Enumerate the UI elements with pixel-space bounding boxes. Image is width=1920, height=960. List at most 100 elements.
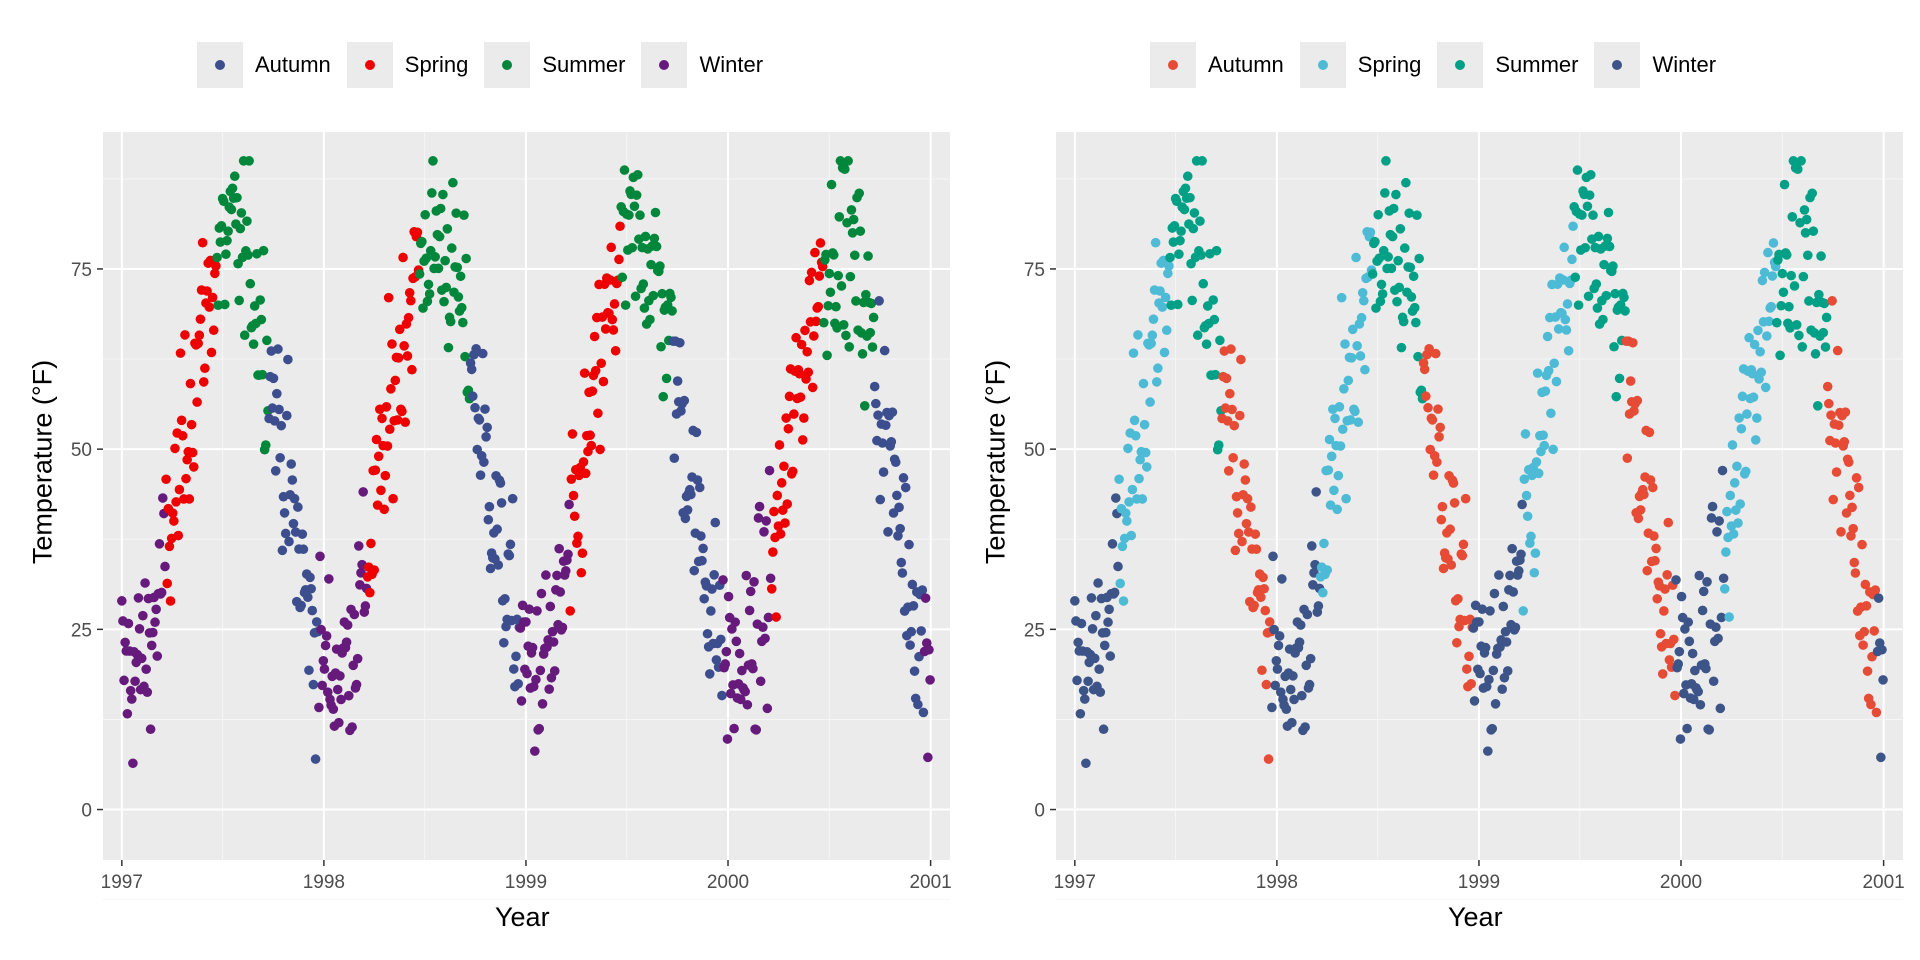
data-point-summer [423,279,434,290]
data-point-spring [405,295,416,306]
data-point-autumn [1423,402,1433,413]
data-point-spring [1360,364,1370,375]
data-point-summer [1570,272,1581,283]
data-point-summer [255,295,266,305]
data-point-autumn [484,501,495,512]
y-tick-label: 50 [71,440,92,461]
data-point-winter [753,513,764,523]
data-point-autumn [305,572,315,583]
data-point-spring [1122,516,1132,526]
data-point-autumn [1629,406,1639,416]
data-point-summer [424,289,435,299]
data-point-summer [414,269,425,279]
data-point-summer [841,330,851,341]
data-point-summer [658,391,669,402]
data-point-winter [548,637,559,647]
data-point-summer [620,300,631,310]
data-point-winter [1103,617,1113,628]
data-point-autumn [1438,563,1449,574]
data-point-winter [1070,596,1080,606]
data-point-autumn [482,422,492,433]
data-point-winter [128,758,138,769]
data-point-spring [384,424,395,435]
data-point-summer [1609,341,1619,352]
data-point-winter [1510,622,1521,633]
data-point-summer [863,251,873,261]
data-point-spring [1763,247,1773,258]
data-point-summer [1401,177,1411,188]
data-point-winter [765,573,776,584]
data-point-spring [598,376,609,387]
data-point-winter [1094,664,1104,674]
data-point-autumn [716,634,726,645]
data-point-spring [1319,538,1329,549]
data-point-spring [393,353,404,363]
data-point-autumn [892,490,902,501]
data-point-winter [1687,648,1698,659]
data-point-autumn [1250,529,1261,539]
data-point-spring [810,247,820,258]
data-point-spring [1750,435,1761,445]
data-point-winter [320,640,331,651]
data-point-summer [1380,188,1390,198]
data-point-spring [1337,424,1348,435]
data-point-summer [1211,245,1222,256]
data-point-winter [1500,626,1511,637]
data-point-autumn [1234,410,1245,421]
data-point-summer [1599,259,1609,270]
data-point-summer [1395,224,1406,234]
data-point-winter [731,636,742,647]
data-point-spring [1753,325,1763,336]
data-point-autumn [269,416,280,426]
data-point-summer [1791,319,1802,330]
data-point-spring [1728,529,1739,539]
data-point-spring [783,423,794,434]
data-point-spring [376,485,386,496]
data-point-winter [557,622,568,633]
data-point-spring [1732,461,1742,472]
data-point-winter [1697,605,1708,616]
data-point-summer [243,250,253,260]
data-point-spring [1356,312,1367,323]
y-tick-label: 50 [1024,440,1045,461]
legend-label: Autumn [1207,52,1284,77]
data-point-spring [394,324,405,335]
data-point-winter [1718,573,1729,584]
scatter-plot: 0 25 50 75 1997 1998 1999 2000 2001 [70,132,952,893]
data-point-autumn [505,539,516,550]
data-point-spring [768,547,778,557]
data-point-spring [188,462,199,472]
data-point-summer [1209,314,1220,325]
data-point-winter [1288,671,1298,681]
data-point-spring [1748,392,1759,402]
data-point-summer [657,288,667,299]
data-point-spring [1533,468,1544,479]
data-point-summer [666,292,676,303]
data-point-autumn [709,570,719,580]
data-point-autumn [475,470,486,480]
data-point-summer [236,208,247,218]
data-point-spring [1335,441,1346,451]
data-point-winter [1698,586,1709,597]
data-point-winter [335,671,345,681]
data-point-autumn [1670,690,1680,701]
data-point-summer [219,299,230,310]
data-point-autumn [479,457,489,467]
data-point-spring [184,494,195,504]
data-point-spring [1138,378,1149,389]
data-point-spring [1330,413,1340,424]
data-point-spring [565,606,576,616]
data-point-summer [239,330,250,341]
data-point-spring [811,316,821,327]
data-point-spring [198,377,209,387]
data-point-spring [771,612,781,622]
data-point-autumn [1847,502,1857,513]
data-point-winter [120,637,130,648]
data-point-winter [156,587,167,598]
data-point-winter [1717,465,1728,476]
data-point-autumn [284,536,294,547]
data-point-autumn [909,666,920,676]
data-point-autumn [1446,560,1457,570]
x-tick-label: 2000 [707,872,749,893]
data-point-summer [1182,171,1193,182]
